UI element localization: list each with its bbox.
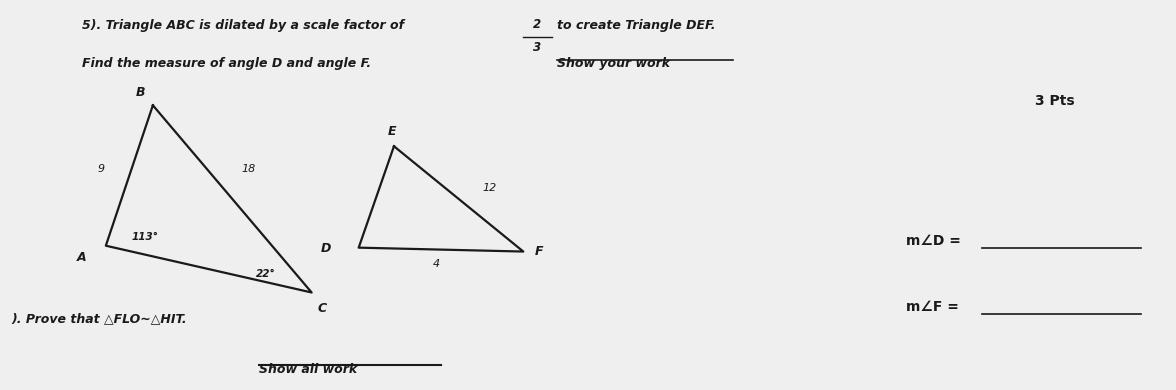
Text: m∠D =: m∠D = [906,234,961,248]
Text: 113°: 113° [132,232,159,242]
Text: F: F [535,245,543,259]
Text: 9: 9 [98,163,105,174]
Text: B: B [135,85,145,99]
Text: to create Triangle DEF.: to create Triangle DEF. [557,20,716,32]
Text: 3: 3 [534,41,541,54]
Text: Show all work: Show all work [259,363,358,376]
Text: D: D [321,241,332,255]
Text: m∠F =: m∠F = [906,300,958,314]
Text: 4: 4 [433,259,440,269]
Text: 18: 18 [241,163,255,174]
Text: Find the measure of angle D and angle F.: Find the measure of angle D and angle F. [82,57,372,69]
Text: E: E [388,124,396,138]
Text: ). Prove that △FLO∼△HIT.: ). Prove that △FLO∼△HIT. [12,312,187,325]
Text: 5). Triangle ABC is dilated by a scale factor of: 5). Triangle ABC is dilated by a scale f… [82,20,405,32]
Text: 3 Pts: 3 Pts [1035,94,1075,108]
Text: C: C [318,302,327,315]
Text: 12: 12 [482,183,496,193]
Text: A: A [76,251,86,264]
Text: 2: 2 [534,18,541,30]
Text: 22°: 22° [256,269,276,279]
Text: Show your work: Show your work [557,57,670,69]
